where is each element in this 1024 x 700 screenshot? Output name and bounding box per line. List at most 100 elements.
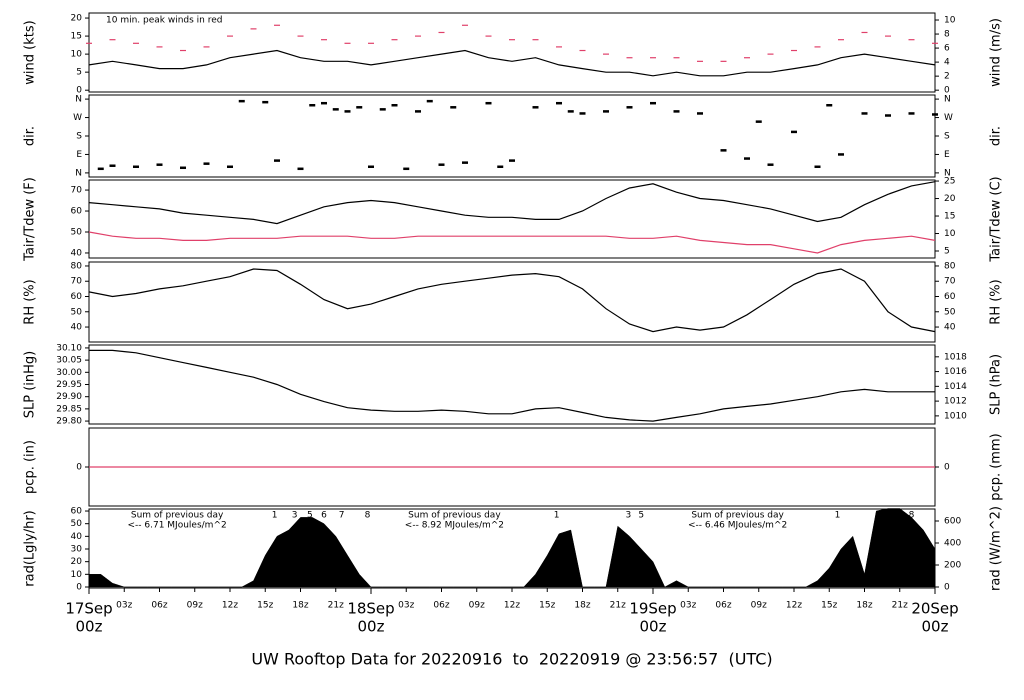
panel-frame — [88, 261, 936, 343]
y2-axis-label: SLP (hPa) — [989, 354, 1004, 415]
y-tick-label: 40 — [71, 323, 83, 333]
y-tick-label: 15 — [71, 32, 82, 42]
annotation: <-- 6.46 MJoules/m^2 — [688, 521, 787, 531]
y-tick-label: 0 — [76, 463, 82, 473]
y2-tick-label: 1014 — [944, 382, 967, 392]
day-label: 20Sep — [911, 600, 958, 618]
y2-axis-label: dir. — [989, 126, 1004, 146]
annotation: <-- 8.92 MJoules/m^2 — [405, 521, 504, 531]
y-axis-label: wind (kts) — [23, 20, 38, 84]
y-tick-label: 50 — [71, 519, 83, 529]
x-tick-label: 21z — [328, 601, 344, 611]
annotation: Sum of previous day — [131, 511, 224, 521]
y2-tick-label: 10 — [944, 229, 956, 239]
y-axis-label: pcp. (in) — [23, 440, 38, 494]
y2-tick-label: 15 — [944, 212, 955, 222]
y-tick-label: 50 — [71, 307, 83, 317]
y2-tick-label: 20 — [944, 194, 956, 204]
y2-tick-label: N — [944, 95, 951, 105]
y2-tick-label: 4 — [944, 58, 950, 68]
panel-frame — [88, 94, 936, 178]
footer-title: UW Rooftop Data for 20220916 to 20220919… — [251, 650, 772, 669]
y2-tick-label: 50 — [944, 307, 956, 317]
y-tick-label: 80 — [71, 261, 83, 271]
y-tick-label: 20 — [71, 14, 83, 24]
annotation: Sum of previous day — [691, 511, 784, 521]
y-tick-label: 30.05 — [56, 356, 82, 366]
annotation: 7 — [339, 511, 345, 521]
y2-tick-label: 0 — [944, 463, 950, 473]
y2-tick-label: 600 — [944, 516, 961, 526]
y2-tick-label: S — [944, 132, 950, 142]
x-tick-label: 18z — [856, 601, 872, 611]
day-label: 17Sep — [65, 600, 112, 618]
data-line — [88, 181, 936, 225]
annotation: 8 — [365, 511, 371, 521]
data-line — [89, 349, 935, 422]
y-tick-label: 29.80 — [56, 417, 82, 427]
x-tick-label: 09z — [751, 601, 767, 611]
y2-axis-label: Tair/Tdew (C) — [989, 176, 1004, 262]
annotation: 3 — [292, 511, 298, 521]
hour-label: 00z — [640, 618, 667, 636]
y-tick-label: 30.10 — [56, 343, 82, 353]
y-tick-label: 50 — [71, 228, 83, 238]
annotation: 6 — [321, 511, 327, 521]
x-tick-label: 12z — [786, 601, 802, 611]
y2-tick-label: 10 — [944, 16, 956, 26]
x-tick-label: 06z — [151, 601, 167, 611]
x-tick-label: 06z — [433, 601, 449, 611]
y2-tick-label: 70 — [944, 277, 956, 287]
x-tick-label: 12z — [504, 601, 520, 611]
y-tick-label: 40 — [71, 248, 83, 258]
y-tick-label: 60 — [71, 507, 83, 517]
x-tick-label: 21z — [892, 601, 908, 611]
day-label: 19Sep — [629, 600, 676, 618]
data-line — [88, 231, 936, 254]
y2-tick-label: 8 — [944, 30, 950, 40]
x-tick-label: 18z — [574, 601, 590, 611]
annotation: 1 — [272, 511, 278, 521]
x-tick-label: 03z — [116, 601, 132, 611]
y-tick-label: 20 — [71, 557, 83, 567]
y-tick-label: 70 — [71, 277, 83, 287]
y-axis-label: rad(Lgly/hr) — [23, 510, 38, 586]
x-tick-label: 09z — [469, 601, 485, 611]
day-label: 18Sep — [347, 600, 394, 618]
y-tick-label: 5 — [76, 68, 82, 78]
annotation: 1 — [835, 511, 841, 521]
data-line — [88, 268, 936, 333]
x-tick-label: 15z — [539, 601, 555, 611]
panel-frame — [88, 344, 936, 425]
y-axis-label: SLP (inHg) — [23, 351, 38, 419]
panel-frame — [88, 12, 936, 93]
y2-tick-label: N — [944, 168, 951, 178]
annotation: <-- 6.71 MJoules/m^2 — [128, 521, 227, 531]
y-tick-label: 29.90 — [56, 392, 82, 402]
y2-tick-label: 1016 — [944, 367, 967, 377]
x-tick-label: 03z — [680, 601, 696, 611]
y-tick-label: N — [75, 168, 82, 178]
y2-tick-label: W — [944, 113, 953, 123]
y2-axis-label: RH (%) — [989, 279, 1004, 324]
y2-tick-label: 25 — [944, 177, 955, 187]
y-tick-label: 29.95 — [56, 380, 82, 390]
y-tick-label: 10 — [71, 50, 83, 60]
y2-tick-label: 2 — [944, 72, 950, 82]
y2-tick-label: 1012 — [944, 397, 967, 407]
y2-axis-label: rad (W/m^2) — [989, 506, 1004, 591]
x-tick-label: 15z — [257, 601, 273, 611]
y2-tick-label: 400 — [944, 538, 961, 548]
panel-frame — [88, 179, 936, 259]
hour-label: 00z — [358, 618, 385, 636]
y2-tick-label: 6 — [944, 44, 950, 54]
y2-tick-label: 1018 — [944, 352, 967, 362]
x-tick-label: 03z — [398, 601, 414, 611]
y2-tick-label: 80 — [944, 261, 956, 271]
x-tick-label: 06z — [715, 601, 731, 611]
hour-label: 00z — [922, 618, 949, 636]
y2-tick-label: 60 — [944, 292, 956, 302]
y-tick-label: S — [76, 132, 82, 142]
